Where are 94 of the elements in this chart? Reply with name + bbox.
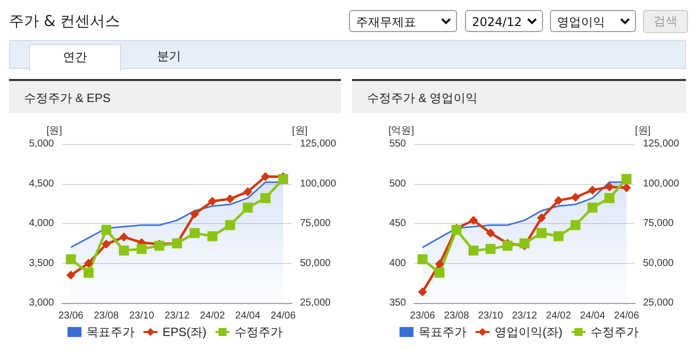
point [136, 244, 147, 254]
y2-tick-label: 100,000 [300, 178, 337, 190]
point [434, 268, 444, 278]
point [119, 232, 128, 242]
point [207, 231, 218, 242]
text: 주가 & 컨센서스 [9, 12, 120, 30]
dropdown[interactable]: 주재무제표 [349, 10, 457, 32]
point [554, 231, 564, 242]
point [190, 228, 200, 238]
dropdown[interactable]: 2024/12 [465, 10, 543, 32]
point [622, 183, 631, 192]
y2-axis-title: [원] [292, 126, 308, 136]
point [84, 258, 94, 268]
point [588, 186, 597, 195]
point [242, 202, 253, 213]
point [469, 216, 478, 225]
y-tick-label: 350 [389, 298, 406, 308]
y-tick-label: 450 [389, 218, 406, 229]
x-tick-label: 23/08 [94, 310, 120, 322]
point [536, 228, 546, 238]
text: 분기 [157, 49, 181, 63]
chart-title: 수정주가 & 영업이익 [367, 91, 478, 105]
point [571, 192, 580, 202]
point [418, 287, 427, 296]
point [486, 244, 496, 254]
x-tick-label: 24/04 [580, 310, 606, 322]
x-tick-label: 23/06 [58, 310, 84, 322]
point [243, 187, 252, 196]
point [118, 246, 129, 256]
point [622, 174, 632, 184]
point [66, 254, 76, 264]
y2-axis-title: [원] [635, 126, 651, 136]
point [570, 220, 580, 230]
point [226, 194, 235, 204]
chart-title: 수정주가 & EPS [24, 91, 111, 105]
point [605, 182, 614, 192]
point [101, 224, 112, 235]
x-tick-label: 24/04 [235, 310, 261, 322]
point [604, 193, 614, 204]
y-tick-label: 500 [389, 178, 406, 190]
point [418, 254, 428, 264]
x-tick-label: 23/06 [410, 310, 436, 322]
y2-tick-label: 50,000 [643, 258, 674, 269]
y-axis-title: [억원] [388, 126, 414, 136]
y-tick-label: 550 [389, 138, 406, 150]
y2-tick-label: 75,000 [643, 218, 674, 229]
x-tick-label: 23/12 [164, 310, 190, 322]
point [502, 240, 512, 251]
point [102, 240, 111, 249]
point [84, 268, 94, 278]
point [225, 220, 236, 230]
point [468, 246, 478, 256]
point [260, 193, 270, 204]
y2-tick-label: 25,000 [300, 298, 332, 308]
dropdown[interactable]: 영업이익 [550, 10, 636, 32]
x-tick-label: 24/02 [200, 310, 226, 322]
x-tick-label: 23/12 [512, 310, 538, 322]
point [208, 196, 217, 206]
y-tick-label: 4,500 [28, 178, 54, 190]
y-tick-label: 4,000 [28, 218, 54, 229]
x-tick-label: 23/08 [444, 310, 470, 322]
point [520, 238, 530, 248]
y-axis-title: [원] [46, 126, 62, 136]
legend-label: 목표주가 [418, 325, 467, 339]
point [554, 196, 563, 205]
point [278, 174, 288, 184]
y-tick-label: 3,000 [28, 298, 54, 308]
point [537, 213, 546, 222]
x-tick-label: 24/02 [546, 310, 572, 322]
point [190, 209, 200, 218]
y-tick-label: 400 [389, 258, 406, 269]
point [588, 202, 598, 213]
legend-label: 목표주가 [86, 325, 134, 339]
y2-tick-label: 25,000 [643, 298, 674, 308]
y2-tick-label: 125,000 [643, 138, 680, 150]
text: 연간 [63, 50, 87, 64]
y-tick-label: 5,000 [28, 138, 54, 150]
y2-tick-label: 50,000 [300, 258, 332, 269]
y2-tick-label: 75,000 [300, 218, 332, 229]
x-tick-label: 24/06 [270, 310, 296, 322]
x-tick-label: 23/10 [129, 310, 155, 322]
x-tick-label: 24/06 [614, 310, 640, 322]
y2-tick-label: 100,000 [643, 178, 680, 190]
point [260, 172, 270, 182]
legend-label: 수정주가 [234, 325, 282, 339]
y-tick-label: 3,500 [28, 258, 54, 269]
y2-tick-label: 125,000 [300, 138, 337, 150]
point [435, 260, 444, 269]
legend-label: 영업이익(좌) [494, 325, 563, 339]
x-tick-label: 23/10 [478, 310, 504, 322]
legend-label: 수정주가 [590, 325, 638, 339]
point [66, 270, 76, 280]
point [486, 228, 495, 238]
legend-label: EPS(좌) [162, 325, 207, 339]
